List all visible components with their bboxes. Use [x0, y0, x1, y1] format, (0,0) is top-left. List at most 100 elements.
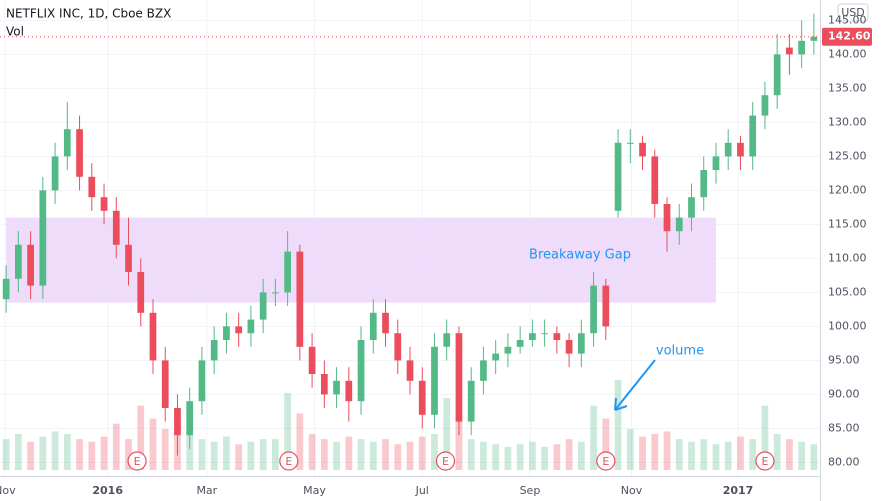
chart-title: NETFLIX INC, 1D, Cboe BZX — [6, 7, 171, 21]
candle-body — [602, 285, 610, 327]
y-tick-label: 90.00 — [828, 387, 860, 400]
candle-body — [2, 278, 10, 300]
volume-bar — [345, 436, 353, 470]
candle-body — [492, 353, 500, 361]
volume-bar — [2, 439, 10, 470]
volume-bar — [516, 444, 524, 470]
volume-bar — [308, 434, 316, 470]
volume-bar — [480, 441, 487, 470]
volume-bar — [492, 444, 500, 470]
volume-bar — [357, 439, 365, 470]
candle-body — [296, 251, 304, 347]
currency[interactable]: USD — [841, 6, 865, 19]
y-tick-label: 95.00 — [828, 353, 860, 366]
volume-bar — [125, 439, 132, 470]
earnings-label: E — [134, 455, 141, 468]
volume-bar — [259, 439, 267, 470]
y-tick-label: 80.00 — [828, 455, 860, 468]
volume-bar — [76, 439, 83, 470]
y-tick-label: 105.00 — [828, 285, 867, 298]
volume-bar — [675, 439, 683, 470]
candle-body — [614, 142, 622, 211]
volume-bar — [223, 436, 230, 470]
candle-body — [308, 346, 316, 374]
candle-body — [125, 244, 132, 272]
volume-bar — [626, 428, 634, 470]
candle-body — [590, 285, 597, 334]
y-tick-label: 115.00 — [828, 217, 867, 230]
candle-body — [761, 95, 769, 116]
x-tick-label: 2016 — [92, 484, 123, 497]
y-tick-label: 110.00 — [828, 251, 867, 264]
volume-bar — [614, 380, 622, 470]
y-tick-label: 125.00 — [828, 149, 867, 162]
volume-bar — [761, 405, 769, 470]
candle-body — [382, 312, 389, 334]
candle-body — [773, 54, 781, 96]
volume-bar — [369, 441, 377, 470]
currency-box[interactable] — [837, 3, 869, 22]
candle-body — [516, 340, 524, 347]
x-tick-label: Nov — [0, 484, 16, 497]
candle-body — [235, 326, 243, 334]
candle-body — [688, 197, 695, 218]
volume-bar — [186, 434, 194, 470]
candle-body — [529, 333, 536, 340]
candle-body — [137, 272, 145, 313]
candle-body — [210, 340, 218, 361]
candle-body — [480, 360, 487, 381]
volume-bar — [467, 439, 475, 470]
candle-body — [467, 380, 475, 422]
earnings-marker — [596, 451, 616, 471]
volume-bar — [112, 423, 120, 470]
volume-bar — [88, 441, 96, 470]
earnings-label: E — [442, 455, 449, 468]
candle-body — [27, 244, 34, 286]
volume-bar — [382, 439, 389, 470]
volume-bar — [639, 436, 646, 470]
earnings-label: E — [761, 455, 768, 468]
earnings-marker — [279, 451, 299, 471]
volume-bar — [712, 444, 720, 470]
last-price-label: 142.60 — [828, 30, 871, 43]
x-tick-label: Mar — [196, 484, 217, 497]
volume-bar — [724, 441, 732, 470]
candle-body — [223, 326, 230, 340]
volume-bar — [663, 431, 671, 470]
earnings-label: E — [285, 455, 292, 468]
volume-label: Vol — [6, 25, 24, 39]
earnings-marker — [127, 451, 147, 471]
volume-bar — [272, 439, 279, 470]
candle-body — [712, 156, 720, 170]
volume-bar — [504, 446, 512, 470]
volume-bar — [810, 444, 818, 470]
candle-body — [247, 319, 255, 334]
volume-bar — [137, 405, 145, 470]
volume-bar — [590, 405, 597, 470]
candle-body — [51, 156, 59, 191]
volume-bar — [798, 441, 806, 470]
volume-bar — [320, 439, 328, 470]
volume-bar — [198, 439, 206, 470]
x-tick-label: 2017 — [723, 484, 754, 497]
earnings-marker — [435, 451, 456, 471]
candle-body — [369, 312, 377, 340]
candle-body — [749, 115, 757, 157]
x-tick-label: Sep — [520, 484, 541, 497]
volume-bar — [529, 441, 536, 470]
volume-bar — [773, 434, 781, 470]
y-tick-label: 100.00 — [828, 319, 867, 332]
candle-body — [431, 346, 438, 415]
volume-bar — [443, 398, 451, 470]
candle-body — [737, 142, 744, 157]
candle-body — [724, 142, 732, 157]
candle-body — [14, 244, 22, 279]
candle-body — [418, 380, 426, 415]
candle-body — [63, 129, 71, 157]
volume-bar — [27, 441, 34, 470]
volume-layer — [2, 380, 818, 470]
volume-bar — [688, 441, 695, 470]
y-tick-label: 135.00 — [828, 81, 867, 94]
